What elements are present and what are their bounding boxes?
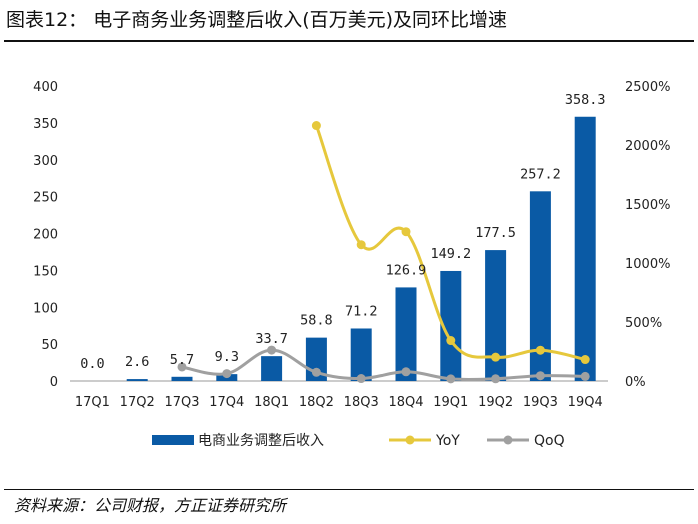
qoq-line [181, 348, 586, 382]
x-tick-labels: 17Q1 17Q2 17Q3 17Q4 18Q1 18Q2 18Q3 18Q4 19Q1 19Q2… [75, 395, 603, 410]
bar [261, 356, 283, 381]
right-axis-tick: 1500% [625, 198, 670, 213]
right-axis-tick: 0% [625, 375, 646, 390]
right-axis-tick: 500% [625, 316, 662, 331]
bar-data-label: 0.0 [80, 356, 104, 372]
qoq-marker [535, 371, 545, 381]
x-tick-label: 17Q1 [75, 395, 110, 410]
bar-data-label: 2.6 [125, 354, 149, 370]
qoq-marker [356, 374, 366, 384]
right-axis-tick: 2500% [625, 80, 670, 95]
bar [574, 116, 596, 381]
x-tick-label: 18Q3 [344, 395, 379, 410]
x-tick-label: 18Q1 [254, 395, 289, 410]
qoq-marker [177, 362, 187, 372]
bar-data-label: 58.8 [300, 313, 333, 329]
left-axis-tick: 300 [33, 154, 58, 169]
legend-bar-swatch [152, 435, 194, 445]
bar [529, 191, 551, 381]
left-axis-tick: 250 [33, 191, 58, 206]
bar [440, 270, 462, 381]
bar-data-label: 33.7 [255, 331, 288, 347]
x-tick-label: 19Q4 [568, 395, 603, 410]
qoq-marker [311, 367, 321, 377]
yoy-marker [311, 121, 321, 131]
bar [171, 376, 193, 381]
qoq-marker [580, 371, 590, 381]
bar-data-label: 358.3 [565, 92, 606, 108]
x-tick-label: 17Q3 [164, 395, 199, 410]
x-tick-label: 19Q3 [523, 395, 558, 410]
left-axis-tick: 50 [41, 338, 58, 353]
yoy-marker [580, 355, 590, 365]
qoq-marker [446, 374, 456, 384]
footer-divider [4, 489, 694, 490]
legend-yoy-label: YoY [435, 433, 460, 449]
source-note: 资料来源：公司财报，方正证券研究所 [14, 496, 287, 515]
bars [126, 116, 596, 381]
right-axis-tick: 2000% [625, 139, 670, 154]
left-axis-tick: 150 [33, 264, 58, 279]
qoq-marker [222, 369, 232, 379]
x-tick-label: 17Q2 [120, 395, 155, 410]
right-axis-tick: 1000% [625, 257, 670, 272]
bar-data-label: 257.2 [520, 166, 561, 182]
legend-qoq-label: QoQ [534, 433, 565, 449]
title-divider [4, 40, 694, 42]
yoy-marker [535, 345, 545, 355]
x-tick-label: 17Q4 [209, 395, 244, 410]
qoq-marker [401, 367, 411, 377]
yoy-marker [401, 227, 411, 237]
legend: 电商业务调整后收入 YoY QoQ [152, 433, 565, 449]
bar-data-label: 177.5 [475, 225, 516, 241]
x-tick-label: 19Q2 [478, 395, 513, 410]
bar [485, 250, 507, 381]
yoy-marker [356, 240, 366, 250]
bar-data-label: 71.2 [345, 303, 378, 319]
bar [395, 287, 417, 381]
legend-yoy-marker [405, 435, 415, 445]
legend-qoq-marker [503, 435, 513, 445]
x-tick-label: 18Q4 [388, 395, 423, 410]
chart: 0 50 100 150 200 250 300 350 400 0% 500% 1000% 1500… [33, 80, 670, 449]
bar-data-label: 149.2 [430, 246, 471, 262]
left-axis-tick: 100 [33, 301, 58, 316]
right-axis: 0% 500% 1000% 1500% 2000% 2500% [625, 80, 670, 390]
qoq-marker [267, 345, 277, 355]
left-axis-tick: 400 [33, 80, 58, 95]
left-axis-tick: 350 [33, 117, 58, 132]
bar-data-label: 126.9 [386, 262, 427, 278]
qoq-marker [491, 374, 501, 384]
yoy-marker [446, 336, 456, 346]
left-axis-tick: 200 [33, 228, 58, 243]
chart-title: 图表12： 电子商务业务调整后收入(百万美元)及同环比增速 [6, 9, 508, 31]
bar-data-label: 9.3 [215, 349, 239, 365]
x-tick-label: 19Q1 [433, 395, 468, 410]
yoy-marker [491, 352, 501, 362]
line-series [177, 121, 590, 384]
bar-data-label: 5.7 [170, 352, 194, 368]
legend-bar-label: 电商业务调整后收入 [198, 433, 324, 449]
x-tick-label: 18Q2 [299, 395, 334, 410]
bar [350, 328, 372, 381]
left-axis: 0 50 100 150 200 250 300 350 400 [33, 80, 58, 390]
left-axis-tick: 0 [50, 375, 58, 390]
bar [126, 379, 148, 381]
